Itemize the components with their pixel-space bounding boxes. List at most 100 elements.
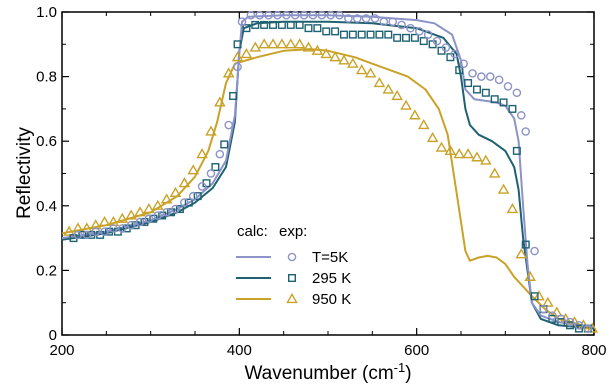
square-marker: [286, 20, 295, 29]
square-marker: [393, 33, 402, 42]
triangle-marker: [542, 296, 554, 307]
triangle-marker: [417, 119, 430, 130]
circle-marker: [224, 120, 233, 130]
circle-marker: [246, 10, 256, 20]
triangle-marker: [533, 290, 545, 301]
triangle-marker: [231, 51, 244, 62]
square-marker: [548, 314, 557, 323]
circle-marker: [556, 314, 566, 324]
circle-marker: [530, 246, 539, 256]
legend-square-marker: [288, 274, 297, 283]
circle-marker: [565, 317, 575, 327]
legend-label: 295 K: [312, 270, 351, 287]
x-axis-label-superscript: -1: [394, 360, 406, 375]
circle-marker: [335, 10, 344, 20]
circle-marker: [423, 30, 433, 39]
circle-marker: [188, 191, 198, 201]
axis-ticks: 200 400 600 800 0 0.2 0.4 0.6 0.8 1.0: [36, 4, 606, 359]
circle-marker: [361, 14, 371, 23]
triangle-marker: [249, 41, 262, 52]
circle-marker: [282, 10, 291, 20]
square-marker: [366, 30, 375, 39]
circle-marker: [215, 149, 225, 159]
triangle-marker: [302, 41, 315, 52]
triangle-marker: [214, 96, 226, 107]
legend-header-calc: calc:: [237, 223, 268, 240]
triangle-marker: [63, 225, 75, 236]
square-marker: [557, 318, 566, 327]
triangle-marker: [515, 248, 528, 259]
legend-label: T=5K: [312, 249, 348, 266]
square-marker: [304, 24, 313, 33]
triangle-marker: [187, 164, 200, 175]
circle-marker: [539, 304, 548, 314]
square-marker: [464, 79, 473, 88]
triangle-marker: [205, 125, 217, 136]
circle-marker: [344, 14, 353, 23]
square-marker: [229, 91, 238, 100]
triangle-marker: [488, 167, 501, 178]
circle-marker: [441, 43, 451, 52]
exp-markers: [63, 10, 599, 333]
circle-marker: [180, 198, 189, 207]
triangle-marker: [524, 270, 536, 281]
circle-marker: [477, 72, 486, 81]
triangle-marker: [347, 57, 359, 68]
circle-marker: [397, 20, 406, 30]
circle-marker: [574, 321, 584, 330]
square-marker: [384, 30, 393, 39]
square-marker: [233, 40, 242, 49]
triangle-marker: [355, 64, 368, 75]
x-tick-label: 400: [227, 342, 252, 359]
triangle-marker: [258, 38, 270, 49]
square-marker: [78, 230, 87, 239]
circle-marker: [117, 224, 127, 233]
square-marker: [521, 240, 530, 249]
triangle-marker: [382, 83, 395, 94]
triangle-marker: [550, 306, 563, 317]
circle-marker: [406, 23, 415, 33]
circle-marker: [308, 10, 318, 20]
triangle-marker: [240, 47, 253, 59]
circle-marker: [171, 204, 180, 214]
circle-marker: [126, 220, 136, 230]
y-tick-label: 0.8: [36, 69, 57, 86]
triangle-marker: [320, 47, 333, 59]
circle-marker: [237, 17, 247, 26]
circle-marker: [415, 27, 424, 36]
triangle-marker: [125, 209, 137, 220]
y-tick-label: 0.2: [36, 262, 57, 279]
triangle-marker: [98, 215, 111, 227]
triangle-marker: [151, 199, 164, 210]
triangle-marker: [284, 38, 297, 49]
square-marker: [357, 30, 366, 39]
triangle-marker: [373, 77, 386, 88]
square-marker: [269, 20, 278, 29]
x-axis-label: Wavenumber (cm-1): [244, 360, 411, 384]
y-tick-label: 1.0: [36, 4, 57, 21]
square-marker: [295, 20, 304, 29]
circle-marker: [144, 214, 154, 224]
x-tick-label: 800: [581, 342, 606, 359]
circle-marker: [388, 17, 398, 26]
square-marker: [481, 88, 490, 97]
triangle-marker: [196, 148, 208, 159]
triangle-marker: [426, 131, 439, 143]
circle-marker: [432, 36, 442, 46]
triangle-marker: [506, 203, 519, 214]
circle-marker: [91, 227, 100, 236]
triangle-marker: [391, 89, 403, 101]
y-axis-label: Reflectivity: [14, 127, 35, 219]
square-marker: [193, 192, 202, 201]
square-marker: [574, 324, 583, 333]
square-marker: [339, 30, 348, 39]
circle-marker: [73, 230, 83, 240]
triangle-marker: [267, 38, 279, 49]
circle-marker: [100, 227, 109, 236]
triangle-marker: [409, 109, 421, 120]
triangle-marker: [169, 186, 182, 197]
square-marker: [331, 27, 340, 36]
square-marker: [348, 30, 357, 39]
x-axis-label-close: ): [405, 363, 411, 384]
triangle-marker: [444, 144, 457, 155]
